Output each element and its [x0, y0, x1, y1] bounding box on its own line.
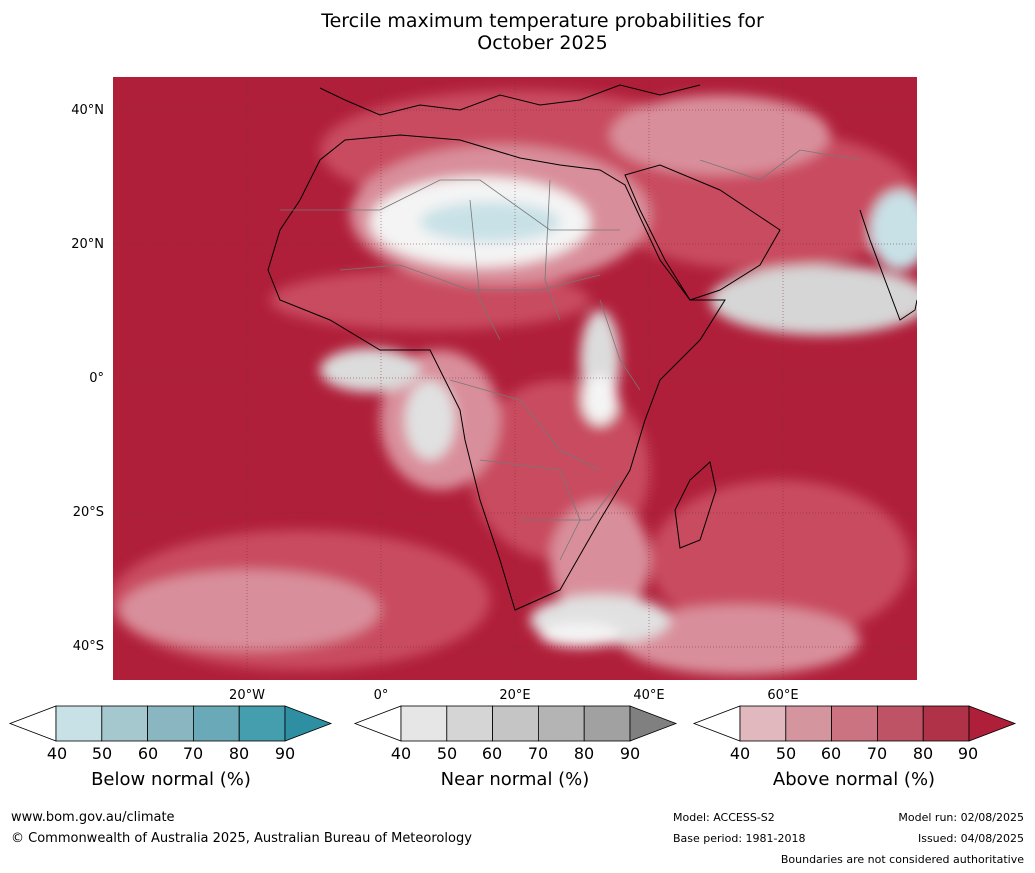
zone-south-indian: [650, 480, 910, 640]
zone-sio-light: [620, 605, 860, 675]
zone-angola-grey: [405, 380, 455, 460]
lat-label-40n: 40°N: [71, 103, 104, 118]
above-tick-50: 50: [775, 744, 797, 763]
below-tick-60: 60: [137, 744, 159, 763]
near-colorbar-segment-5: [583, 705, 631, 742]
footer-base-period: Base period: 1981-2018: [673, 832, 806, 845]
above-tick-80: 80: [912, 744, 934, 763]
europe-coastline: [319, 84, 701, 116]
above-colorbar-segment-3: [831, 705, 878, 742]
lat-label-0: 0°: [89, 371, 104, 386]
zone-southern-white: [540, 623, 620, 647]
footer-issued: Issued: 04/08/2025: [917, 832, 1024, 845]
lon-label-60e: 60°E: [767, 688, 799, 703]
below-colorbar-segment-5: [238, 705, 286, 742]
india-coastline: [859, 209, 917, 321]
near-tick-70: 70: [527, 744, 549, 763]
arabia-coastline: [624, 164, 781, 301]
below-colorbar-segment-2: [101, 705, 149, 742]
lon-label-40e: 40°E: [633, 688, 665, 703]
lat-label-20s: 20°S: [72, 505, 104, 520]
footer-model-run: Model run: 02/08/2025: [898, 811, 1024, 824]
colorbars: [8, 705, 1017, 742]
map-area: [113, 77, 917, 680]
lat-label-20n: 20°N: [71, 237, 104, 252]
lon-label-20e: 20°E: [499, 688, 531, 703]
near-tick-90: 90: [619, 744, 641, 763]
above-colorbar-segment-1: [739, 705, 787, 742]
above-normal-label: Above normal (%): [772, 769, 936, 790]
footer-url: www.bom.gov.au/climate: [11, 810, 175, 825]
near-colorbar-segment-4: [538, 705, 585, 742]
above-tick-60: 60: [820, 744, 842, 763]
below-normal-label: Below normal (%): [91, 769, 251, 790]
near-colorbar-segment-1: [400, 705, 448, 742]
near-tick-40: 40: [390, 744, 412, 763]
lat-label-40s: 40°S: [72, 639, 104, 654]
title-line-2: October 2025: [477, 32, 608, 54]
near-colorbar-over-tip: [629, 705, 678, 742]
near-colorbar-segment-2: [446, 705, 493, 742]
below-colorbar-under-tip: [8, 705, 57, 742]
below-colorbar-segment-4: [192, 705, 240, 742]
above-colorbar-over-tip: [968, 705, 1017, 742]
near-tick-60: 60: [481, 744, 503, 763]
above-colorbar-segment-5: [922, 705, 970, 742]
zone-gulf-guinea-grey: [320, 348, 420, 392]
near-colorbar-segment-3: [492, 705, 539, 742]
below-colorbar-over-tip: [284, 705, 333, 742]
below-tick-80: 80: [228, 744, 250, 763]
above-colorbar-segment-2: [785, 705, 832, 742]
below-tick-90: 90: [274, 744, 296, 763]
footer-copyright: © Commonwealth of Australia 2025, Austra…: [11, 831, 472, 846]
country-borders: [280, 149, 861, 561]
africa-coastline: [267, 134, 726, 611]
above-colorbar-segment-4: [877, 705, 924, 742]
below-tick-40: 40: [46, 744, 68, 763]
zone-victoria-white: [582, 375, 618, 425]
near-tick-50: 50: [436, 744, 458, 763]
below-tick-50: 50: [91, 744, 113, 763]
above-tick-90: 90: [957, 744, 979, 763]
above-tick-40: 40: [729, 744, 751, 763]
zone-arabian-sea-grey: [710, 265, 917, 335]
zone-sa-light: [120, 570, 380, 650]
lon-label-0: 0°: [373, 688, 389, 703]
near-colorbar-under-tip: [353, 705, 402, 742]
title-line-1: Tercile maximum temperature probabilitie…: [321, 10, 764, 32]
chart-title: Tercile maximum temperature probabilitie…: [0, 10, 1035, 54]
above-colorbar-under-tip: [692, 705, 741, 742]
lon-label-20w: 20°W: [229, 688, 265, 703]
above-tick-70: 70: [866, 744, 888, 763]
below-colorbar-segment-3: [147, 705, 194, 742]
near-normal-label: Near normal (%): [440, 769, 590, 790]
footer-model: Model: ACCESS-S2: [673, 811, 775, 824]
madagascar-coastline: [674, 461, 717, 549]
footer-disclaimer: Boundaries are not considered authoritat…: [780, 853, 1024, 866]
zone-india-below: [870, 190, 917, 270]
zone-mideast-light: [610, 95, 830, 175]
below-colorbar-segment-1: [55, 705, 103, 742]
below-tick-70: 70: [182, 744, 204, 763]
near-tick-80: 80: [573, 744, 595, 763]
zone-sahel: [270, 270, 590, 330]
graticule: [113, 77, 917, 680]
